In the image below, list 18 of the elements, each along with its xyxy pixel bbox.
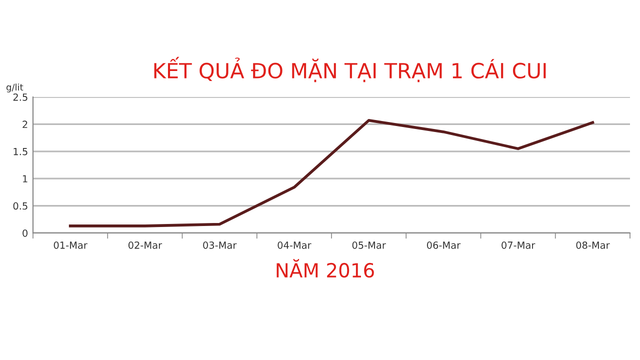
y-tick-label: 2.5 <box>13 93 28 101</box>
y-tick-label: 0.5 <box>13 202 28 210</box>
x-tick-label: 08-Mar <box>576 242 610 249</box>
chart-title: KẾT QUẢ ĐO MẶN TẠI TRẠM 1 CÁI CUI <box>154 56 546 82</box>
x-tick-label: 06-Mar <box>426 242 461 249</box>
y-axis-title: g/lit <box>6 84 24 92</box>
x-tick-label: 05-Mar <box>352 242 386 249</box>
y-tick-label: 1.5 <box>14 148 28 156</box>
x-tick-label: 04-Mar <box>278 242 312 249</box>
x-tick-label: 03-Mar <box>203 242 237 249</box>
x-tick-label: 07-Mar <box>502 242 536 249</box>
line-series <box>68 119 594 228</box>
y-tick-label: 1 <box>23 175 28 182</box>
y-tick-label: 2 <box>22 120 28 128</box>
text: NĂM 2016 <box>276 258 374 278</box>
x-tick-label: 02-Mar <box>128 242 162 249</box>
x-tick-label: 01-Mar <box>54 242 88 249</box>
y-tick-label: 0 <box>22 229 28 237</box>
